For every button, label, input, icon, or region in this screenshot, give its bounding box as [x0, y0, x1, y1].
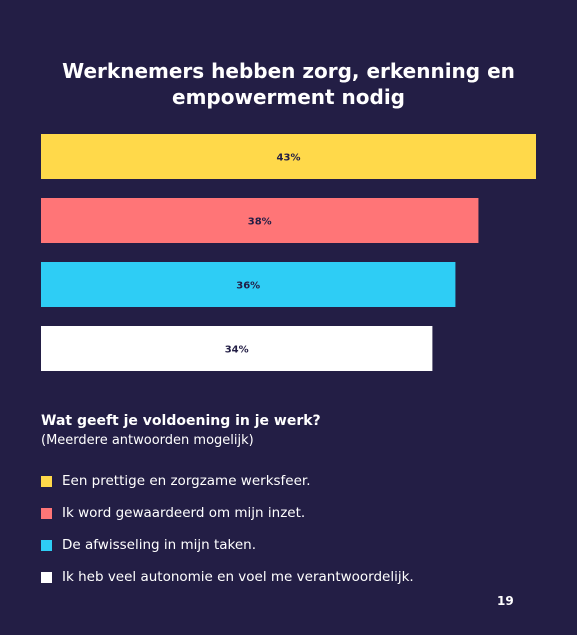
bar: [41, 198, 479, 243]
chart-title-line-2: empowerment nodig: [172, 85, 405, 109]
legend-question: Wat geeft je voldoening in je werk?: [41, 413, 321, 429]
legend-item: De afwisseling in mijn taken.: [41, 529, 414, 561]
bar: [41, 134, 536, 179]
legend-item: Ik word gewaardeerd om mijn inzet.: [41, 497, 414, 529]
legend-swatch: [41, 475, 52, 487]
chart-title: Werknemers hebben zorg, erkenning en emp…: [40, 58, 537, 110]
bar-chart: 43% 38% 36% 34%: [41, 134, 536, 371]
legend-swatch: [41, 539, 52, 551]
legend-item: Ik heb veel autonomie en voel me verantw…: [41, 561, 414, 593]
legend: Een prettige en zorgzame werksfeer. Ik w…: [41, 465, 414, 593]
legend-label: Ik word gewaardeerd om mijn inzet.: [62, 505, 306, 521]
page-number: 19: [497, 594, 514, 608]
legend-label: De afwisseling in mijn taken.: [62, 537, 257, 553]
legend-item: Een prettige en zorgzame werksfeer.: [41, 465, 414, 497]
bar-value-label: 36%: [236, 281, 260, 292]
bar-value-label: 38%: [248, 217, 272, 228]
legend-swatch: [41, 507, 52, 519]
legend-swatch: [41, 571, 52, 583]
chart-title-line-1: Werknemers hebben zorg, erkenning en: [62, 59, 515, 83]
legend-label: Een prettige en zorgzame werksfeer.: [62, 473, 311, 489]
bar-value-label: 34%: [225, 345, 249, 356]
legend-note: (Meerdere antwoorden mogelijk): [41, 433, 254, 448]
bar: [41, 262, 456, 307]
legend-label: Ik heb veel autonomie en voel me verantw…: [62, 569, 414, 585]
bar-value-label: 43%: [277, 153, 301, 164]
bar: [41, 326, 433, 371]
